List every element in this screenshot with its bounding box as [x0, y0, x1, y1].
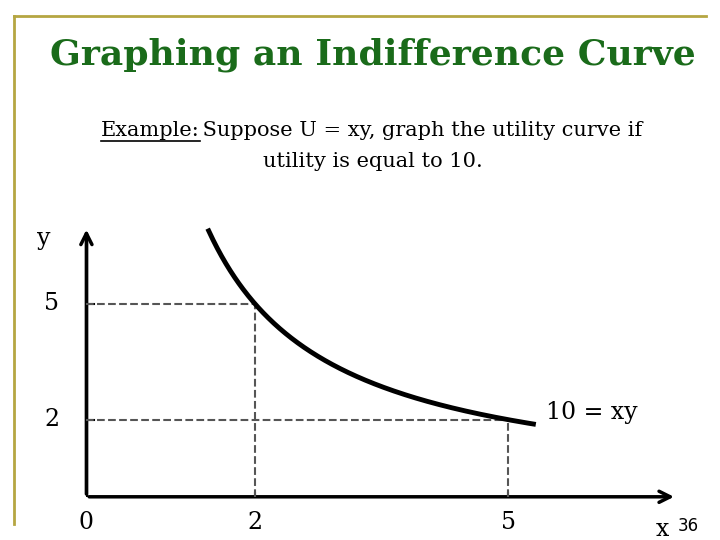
Text: 5: 5: [500, 511, 516, 535]
Text: 5: 5: [45, 293, 60, 315]
Text: 0: 0: [79, 511, 94, 535]
Text: Graphing an Indifference Curve: Graphing an Indifference Curve: [50, 38, 696, 72]
Text: 10 = xy: 10 = xy: [546, 401, 638, 424]
Text: utility is equal to 10.: utility is equal to 10.: [263, 152, 482, 171]
Text: Example:: Example:: [101, 122, 199, 140]
Text: Suppose U = xy, graph the utility curve if: Suppose U = xy, graph the utility curve …: [196, 122, 642, 140]
Text: 2: 2: [248, 511, 263, 535]
Text: 2: 2: [45, 408, 60, 431]
Text: 36: 36: [678, 517, 698, 535]
Text: y: y: [37, 227, 51, 251]
Text: x: x: [655, 518, 669, 540]
